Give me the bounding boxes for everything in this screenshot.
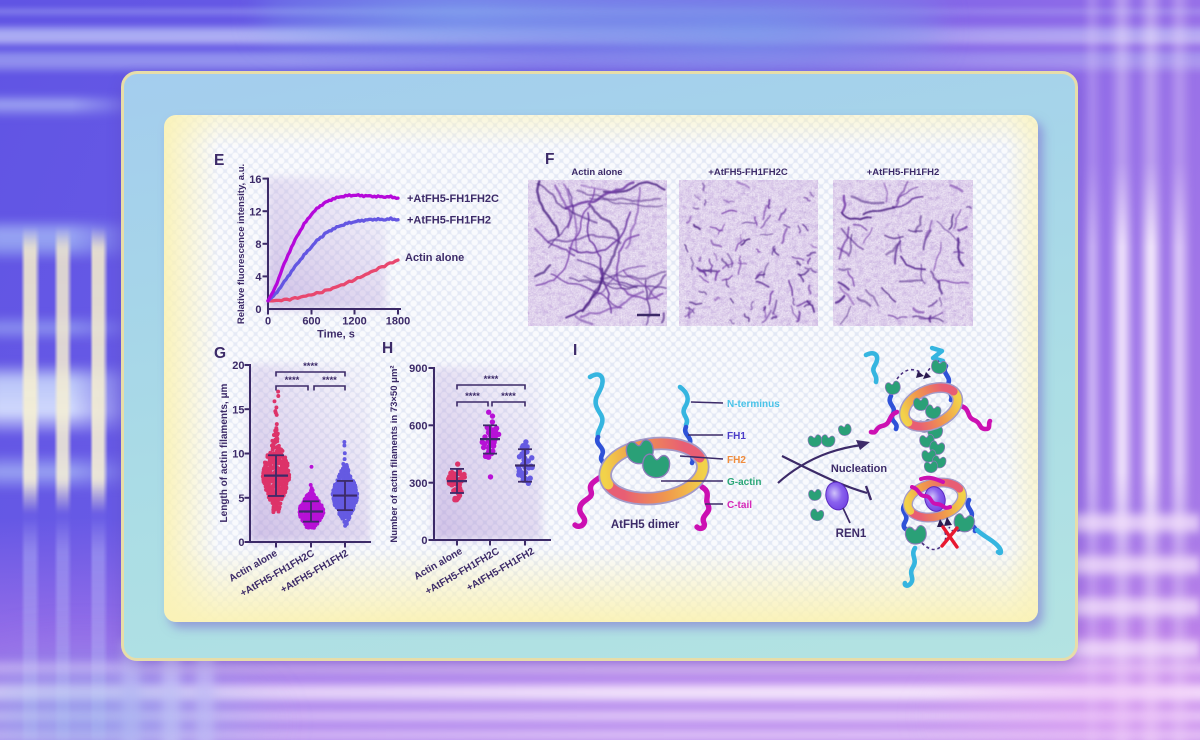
svg-text:0: 0 — [255, 304, 261, 316]
svg-text:Relative fluorescence intensit: Relative fluorescence intensity, a.u. — [236, 164, 247, 324]
svg-text:H: H — [382, 340, 393, 357]
svg-text:+AtFH5-FH1FH2: +AtFH5-FH1FH2 — [407, 215, 491, 227]
svg-text:F: F — [545, 151, 554, 168]
svg-text:0: 0 — [265, 316, 271, 328]
svg-text:G-actin: G-actin — [727, 477, 761, 488]
svg-text:16: 16 — [249, 174, 261, 186]
svg-text:****: **** — [501, 391, 516, 402]
svg-text:+AtFH5-FH1FH2C: +AtFH5-FH1FH2C — [708, 167, 788, 178]
svg-text:G: G — [214, 345, 226, 362]
svg-text:15: 15 — [232, 404, 244, 416]
svg-text:****: **** — [285, 375, 300, 386]
svg-text:600: 600 — [302, 316, 320, 328]
svg-text:+AtFH5-FH1FH2C: +AtFH5-FH1FH2C — [407, 193, 499, 205]
svg-text:1200: 1200 — [342, 316, 366, 328]
svg-text:20: 20 — [232, 360, 244, 372]
svg-text:300: 300 — [409, 478, 427, 490]
svg-text:0: 0 — [421, 535, 427, 547]
svg-text:N-terminus: N-terminus — [727, 399, 780, 410]
svg-text:4: 4 — [255, 272, 262, 284]
svg-text:Length of actin filaments, μm: Length of actin filaments, μm — [219, 383, 230, 522]
svg-text:****: **** — [303, 361, 318, 372]
svg-text:0: 0 — [238, 537, 244, 549]
svg-text:****: **** — [484, 374, 499, 385]
svg-text:+AtFH5-FH1FH2: +AtFH5-FH1FH2 — [867, 167, 940, 178]
svg-text:I: I — [573, 342, 577, 359]
svg-text:Time, s: Time, s — [317, 329, 355, 341]
svg-text:FH1: FH1 — [727, 431, 746, 442]
svg-text:Actin alone: Actin alone — [405, 252, 464, 264]
svg-text:1800: 1800 — [386, 316, 410, 328]
svg-text:900: 900 — [409, 363, 427, 375]
svg-text:Number of actin filaments in 7: Number of actin filaments in 73×50 μm² — [389, 365, 400, 542]
svg-text:10: 10 — [232, 449, 244, 461]
svg-text:8: 8 — [255, 239, 261, 251]
svg-text:****: **** — [322, 375, 337, 386]
svg-text:Actin alone: Actin alone — [571, 167, 622, 178]
svg-text:REN1: REN1 — [836, 528, 867, 540]
svg-text:Nucleation: Nucleation — [831, 463, 888, 475]
svg-text:****: **** — [465, 391, 480, 402]
svg-text:FH2: FH2 — [727, 455, 746, 466]
svg-text:C-tail: C-tail — [727, 500, 752, 511]
svg-text:5: 5 — [238, 493, 244, 505]
svg-text:600: 600 — [409, 421, 427, 433]
svg-text:12: 12 — [249, 206, 261, 218]
svg-text:E: E — [214, 152, 224, 169]
svg-text:AtFH5 dimer: AtFH5 dimer — [611, 519, 680, 531]
